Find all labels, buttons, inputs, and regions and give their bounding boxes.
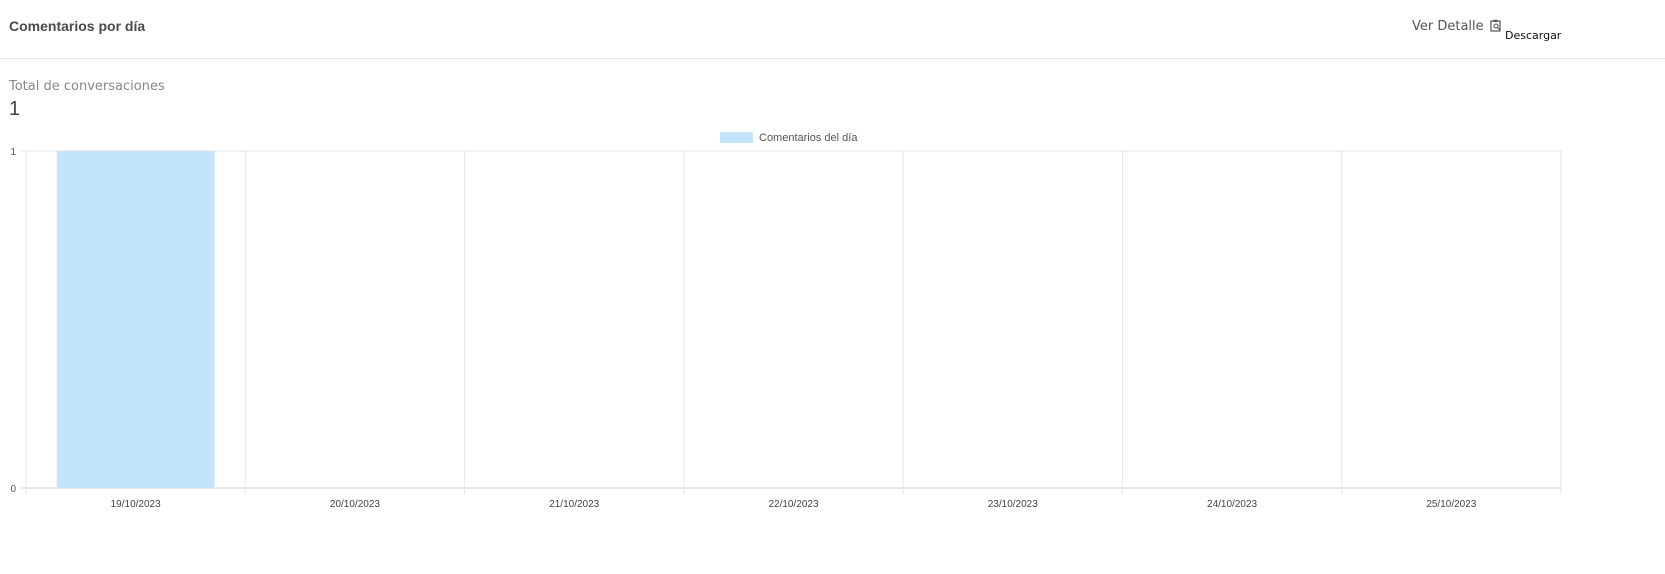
total-value: 1 — [9, 98, 21, 120]
clipboard-search-icon — [1490, 19, 1501, 32]
x-tick-label: 24/10/2023 — [1207, 499, 1257, 510]
view-detail-button[interactable]: Ver Detalle — [1412, 19, 1502, 34]
bar[interactable] — [56, 151, 215, 488]
x-tick-label: 25/10/2023 — [1426, 499, 1476, 510]
x-tick-label: 19/10/2023 — [111, 499, 161, 510]
legend-label: Comentarios del día — [759, 132, 858, 144]
x-tick-label: 22/10/2023 — [768, 499, 818, 510]
x-tick-label: 20/10/2023 — [330, 499, 380, 510]
y-tick-label: 0 — [10, 484, 16, 495]
x-tick-label: 21/10/2023 — [549, 499, 599, 510]
card-title: Comentarios por día — [9, 18, 146, 34]
card-header: Comentarios por día Ver Detalle Descarga… — [0, 0, 1665, 59]
y-tick-label: 1 — [10, 147, 16, 158]
bar-chart: 0 1 19/10/2023 20/10/2023 21/10/2023 22/10/20… — [10, 132, 1562, 510]
total-label: Total de conversaciones — [9, 79, 165, 94]
legend-swatch[interactable] — [720, 132, 753, 143]
download-button[interactable]: Descargar — [1505, 29, 1562, 42]
x-tick-label: 23/10/2023 — [988, 499, 1038, 510]
view-detail-label: Ver Detalle — [1412, 19, 1484, 34]
